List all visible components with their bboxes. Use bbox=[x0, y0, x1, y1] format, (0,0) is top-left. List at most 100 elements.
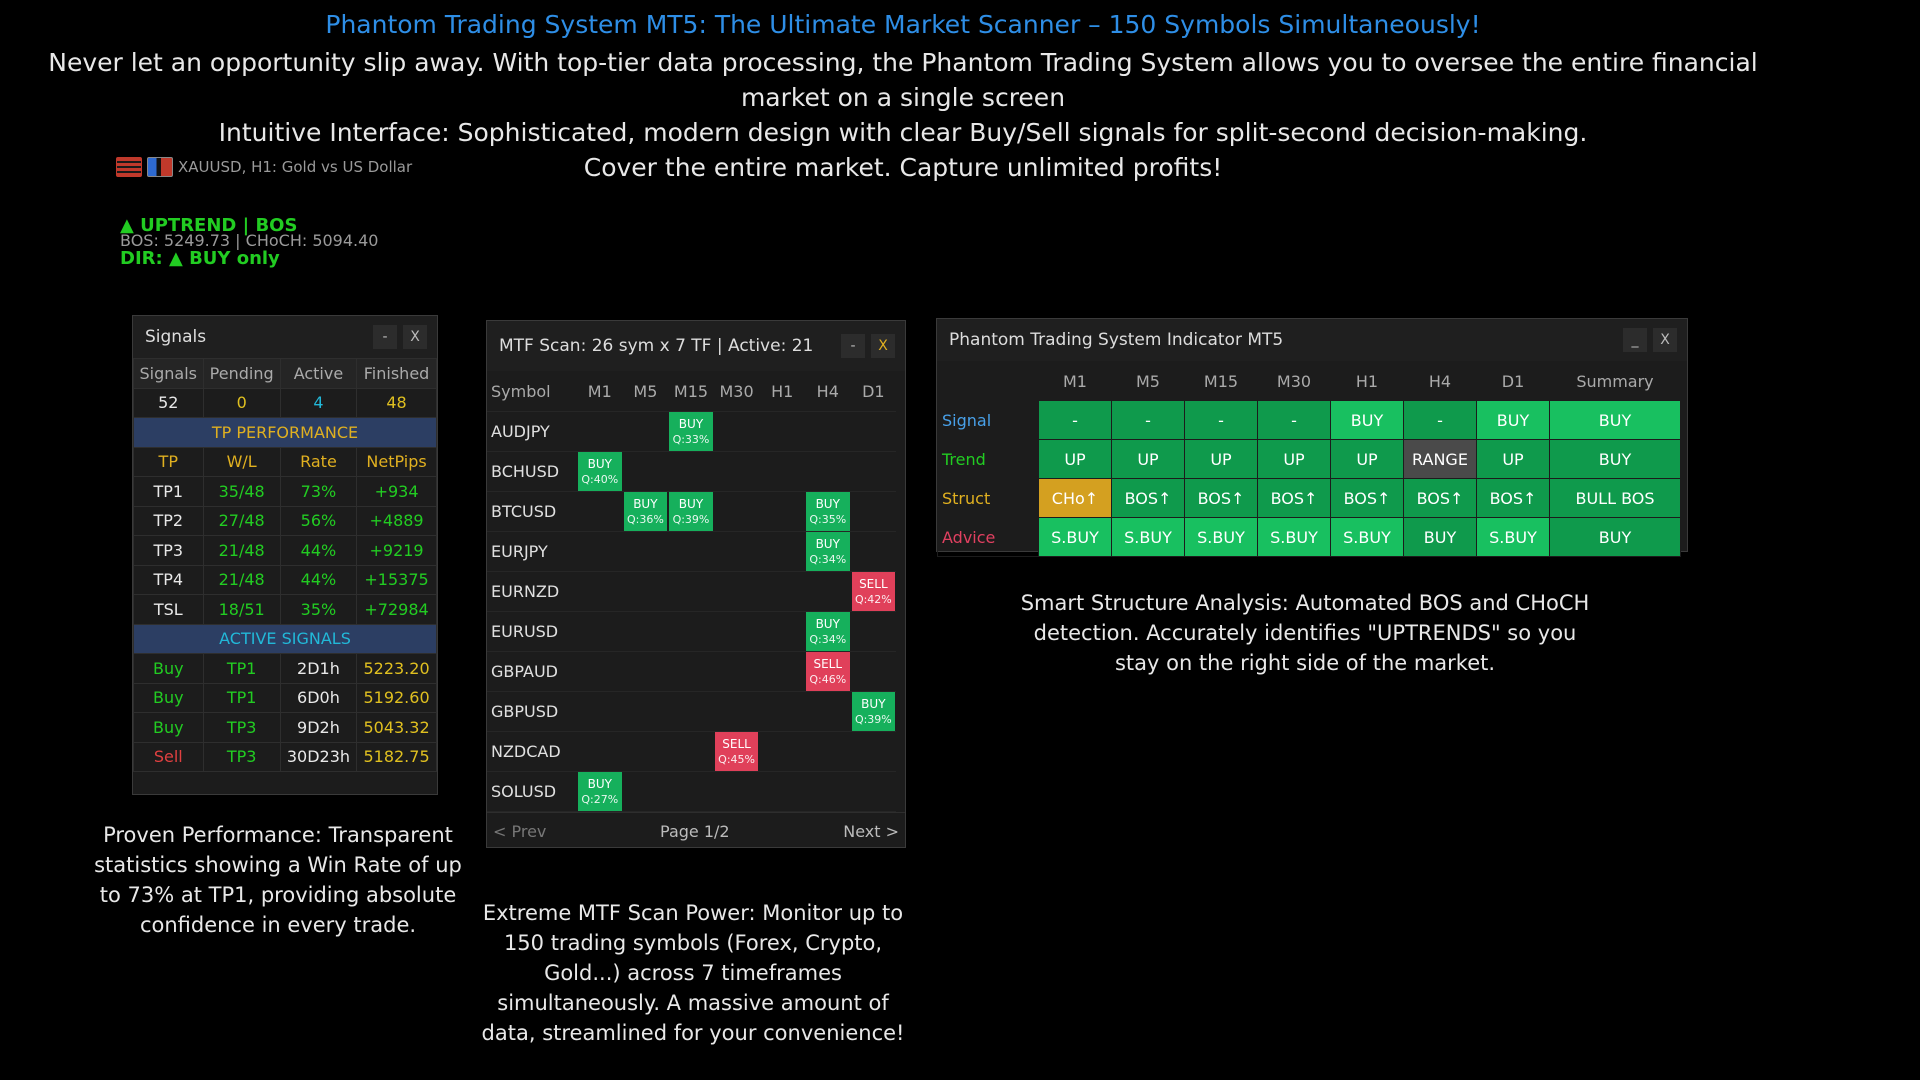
mtf-row[interactable]: GBPAUD SELL Q:46% bbox=[487, 651, 897, 692]
active-signal-row[interactable]: Buy TP1 6D0h 5192.60 bbox=[133, 682, 437, 713]
buy-signal-tag[interactable]: BUY Q:40% bbox=[578, 452, 622, 491]
tp-cell: +15375 bbox=[356, 564, 437, 595]
mtf-cell bbox=[850, 651, 897, 692]
buy-signal-tag[interactable]: BUY Q:35% bbox=[805, 492, 850, 531]
tp-cell: 35% bbox=[279, 594, 358, 625]
mtf-row[interactable]: EURNZD SELL Q:42% bbox=[487, 571, 897, 612]
active-signal-row[interactable]: Buy TP3 9D2h 5043.32 bbox=[133, 712, 437, 743]
indicator-cell: UP bbox=[1257, 439, 1331, 479]
active-signal-cell: 5223.20 bbox=[356, 653, 437, 684]
buy-signal-tag[interactable]: BUY Q:39% bbox=[851, 692, 896, 731]
mtf-row[interactable]: GBPUSD BUY Q:39% bbox=[487, 691, 897, 732]
caption-smart: Smart Structure Analysis: Automated BOS … bbox=[1020, 591, 1590, 675]
mtf-row[interactable]: SOLUSD BUY Q:27% bbox=[487, 771, 897, 812]
mtf-cell bbox=[804, 571, 851, 612]
indicator-titlebar[interactable]: Phantom Trading System Indicator MT5 _ X bbox=[937, 319, 1687, 361]
signal-quality: Q:45% bbox=[718, 752, 755, 766]
close-button[interactable]: X bbox=[403, 325, 427, 349]
mtf-cell bbox=[668, 451, 714, 492]
mtf-cell bbox=[713, 571, 760, 612]
close-button[interactable]: X bbox=[871, 334, 895, 358]
mtf-cell bbox=[713, 691, 760, 732]
indicator-cell: BUY bbox=[1403, 517, 1477, 557]
mtf-row[interactable]: EURJPY BUY Q:34% bbox=[487, 531, 897, 572]
mtf-cell bbox=[577, 731, 623, 772]
tp-cell: 35/48 bbox=[202, 476, 281, 507]
mtf-cell bbox=[713, 451, 760, 492]
mtf-symbol: GBPAUD bbox=[487, 651, 577, 692]
active-section-row: ACTIVE SIGNALS bbox=[133, 623, 437, 654]
active-signal-cell: 5043.32 bbox=[356, 712, 437, 743]
mtf-cell: SELL Q:45% bbox=[713, 731, 760, 772]
indicator-row-label: Trend bbox=[937, 439, 1039, 479]
tp-cell: +4889 bbox=[356, 505, 437, 536]
tp-cell: 27/48 bbox=[202, 505, 281, 536]
tp-cell: TP1 bbox=[133, 476, 204, 507]
indicator-cell: S.BUY bbox=[1111, 517, 1185, 557]
mtf-table: Symbol M1 M5 M15 M30 H1 H4 D1 AUDJPY BUY Q:33% BCH… bbox=[487, 371, 897, 812]
tp-cell: 44% bbox=[279, 535, 358, 566]
indicator-table: M1 M5 M15 M30 H1 H4 D1 Summary Signal - - - - BUY - BU… bbox=[937, 361, 1681, 557]
buy-signal-tag[interactable]: BUY Q:27% bbox=[578, 772, 622, 811]
sell-signal-tag[interactable]: SELL Q:42% bbox=[851, 572, 896, 611]
indicator-cell: BUY bbox=[1549, 517, 1681, 557]
mtf-cell bbox=[759, 451, 805, 492]
indicator-row: Signal - - - - BUY - BUY BUY bbox=[937, 400, 1681, 440]
sell-signal-tag[interactable]: SELL Q:45% bbox=[714, 732, 759, 771]
indicator-cell: S.BUY bbox=[1257, 517, 1331, 557]
grid-icon[interactable] bbox=[116, 157, 142, 177]
buy-signal-tag[interactable]: BUY Q:33% bbox=[669, 412, 713, 451]
active-signal-row[interactable]: Buy TP1 2D1h 5223.20 bbox=[133, 653, 437, 684]
mtf-cell bbox=[668, 731, 714, 772]
signal-quality: Q:36% bbox=[626, 512, 664, 526]
mtf-cell bbox=[850, 731, 897, 772]
buy-signal-tag[interactable]: BUY Q:34% bbox=[805, 532, 850, 571]
tp-row: TP4 21/48 44% +15375 bbox=[133, 564, 437, 595]
direction-label: DIR: ▲ BUY only bbox=[120, 248, 280, 269]
mtf-row[interactable]: BCHUSD BUY Q:40% bbox=[487, 451, 897, 492]
mtf-titlebar[interactable]: MTF Scan: 26 sym x 7 TF | Active: 21 - X bbox=[487, 321, 905, 371]
col-header: Pending bbox=[202, 358, 281, 389]
minimize-button[interactable]: _ bbox=[1623, 328, 1647, 352]
minimize-button[interactable]: - bbox=[841, 334, 865, 358]
mtf-row[interactable]: EURUSD BUY Q:34% bbox=[487, 611, 897, 652]
buy-signal-tag[interactable]: BUY Q:34% bbox=[805, 612, 850, 651]
indicator-cell: BULL BOS bbox=[1549, 478, 1681, 518]
count-cell: 4 bbox=[279, 387, 358, 418]
mtf-cell bbox=[759, 531, 805, 572]
indicator-cell: - bbox=[1184, 400, 1258, 440]
indicator-cell: UP bbox=[1111, 439, 1185, 479]
header-line-1: Never let an opportunity slip away. With… bbox=[48, 48, 1758, 77]
mtf-row[interactable]: NZDCAD SELL Q:45% bbox=[487, 731, 897, 772]
indicator-cell: BOS↑ bbox=[1257, 478, 1331, 518]
signals-titlebar[interactable]: Signals - X bbox=[133, 316, 437, 358]
mtf-cell bbox=[668, 611, 714, 652]
mtf-row[interactable]: AUDJPY BUY Q:33% bbox=[487, 411, 897, 452]
tp-header-row: TP W/L Rate NetPips bbox=[133, 446, 437, 477]
bars-icon[interactable] bbox=[147, 157, 173, 177]
buy-signal-tag[interactable]: BUY Q:39% bbox=[669, 492, 713, 531]
mtf-col-header: H4 bbox=[804, 371, 851, 412]
signal-quality: Q:35% bbox=[809, 512, 847, 526]
minimize-button[interactable]: - bbox=[373, 325, 397, 349]
mtf-row[interactable]: BTCUSD BUY Q:36% BUY Q:39% BUY Q:35% bbox=[487, 491, 897, 532]
bos-choch-line: BOS: 5249.73 | CHoCH: 5094.40 bbox=[120, 231, 379, 250]
indicator-col-header: H1 bbox=[1330, 361, 1404, 401]
prev-page-button[interactable]: < Prev bbox=[493, 821, 547, 841]
active-signal-row[interactable]: Sell TP3 30D23h 5182.75 bbox=[133, 741, 437, 772]
buy-signal-tag[interactable]: BUY Q:36% bbox=[623, 492, 668, 531]
next-page-button[interactable]: Next > bbox=[843, 821, 899, 841]
indicator-cell: BOS↑ bbox=[1111, 478, 1185, 518]
col-header: W/L bbox=[202, 446, 281, 477]
signal-quality: Q:39% bbox=[854, 712, 892, 726]
col-header: NetPips bbox=[356, 446, 437, 477]
indicator-cell: - bbox=[1111, 400, 1185, 440]
signal-type: BUY bbox=[815, 616, 840, 631]
active-signal-cell: 5182.75 bbox=[356, 741, 437, 772]
close-button[interactable]: X bbox=[1653, 328, 1677, 352]
mtf-scan-panel: MTF Scan: 26 sym x 7 TF | Active: 21 - X… bbox=[486, 320, 906, 848]
indicator-cell: - bbox=[1257, 400, 1331, 440]
header-line-2: market on a single screen bbox=[740, 83, 1066, 112]
sell-signal-tag[interactable]: SELL Q:46% bbox=[805, 652, 850, 691]
mtf-symbol: AUDJPY bbox=[487, 411, 577, 452]
